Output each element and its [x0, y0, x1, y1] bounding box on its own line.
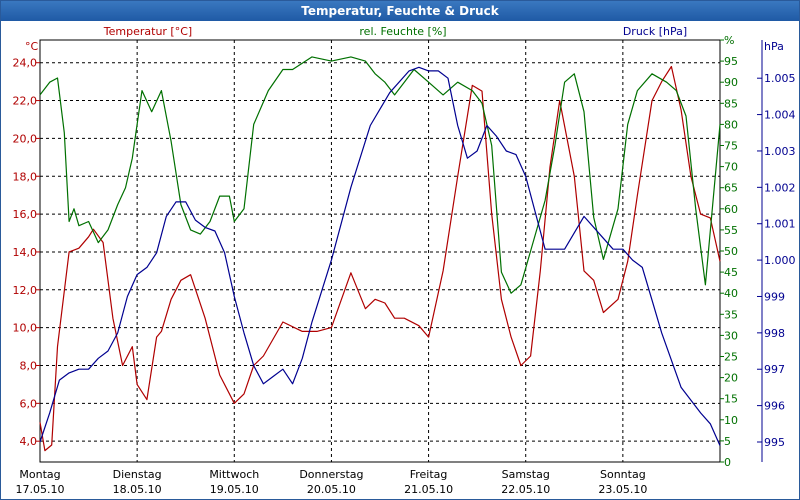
legend-temp: Temperatur [°C]: [103, 25, 192, 38]
hum-tick-label: 0: [724, 456, 731, 469]
hum-tick-label: 20: [724, 372, 738, 385]
hum-tick-label: 95: [724, 55, 738, 68]
press-tick-label: 1.001: [764, 218, 796, 231]
press-tick-label: 997: [764, 363, 785, 376]
temp-tick-label: 8,0: [20, 359, 38, 372]
hum-tick-label: 55: [724, 224, 738, 237]
hum-tick-label: 45: [724, 266, 738, 279]
press-tick-label: 1.000: [764, 254, 796, 267]
temp-tick-label: 6,0: [20, 397, 38, 410]
x-tick-date-label: 22.05.10: [501, 483, 550, 496]
hum-tick-label: 80: [724, 118, 738, 131]
x-tick-day-label: Dienstag: [113, 468, 162, 481]
hum-tick-label: 90: [724, 76, 738, 89]
temp-tick-label: 12,0: [13, 284, 38, 297]
press-tick-label: 1.004: [764, 109, 796, 122]
series-group: [39, 56, 721, 452]
x-tick-day-label: Samstag: [502, 468, 550, 481]
plot-area: [39, 39, 721, 463]
x-tick-day-label: Donnerstag: [299, 468, 363, 481]
hum-tick-label: 65: [724, 182, 738, 195]
hum-tick-label: 15: [724, 393, 738, 406]
press-tick-label: 1.003: [764, 145, 796, 158]
press-tick-label: 999: [764, 290, 785, 303]
hum-tick-label: 35: [724, 308, 738, 321]
x-tick-date-label: 21.05.10: [404, 483, 453, 496]
series-line-temp: [39, 65, 721, 452]
temp-unit: °C: [25, 40, 39, 53]
x-tick-day-label: Mittwoch: [209, 468, 259, 481]
hum-tick-label: 60: [724, 203, 738, 216]
hum-tick-label: 10: [724, 414, 738, 427]
series-line-press: [39, 66, 721, 446]
x-tick-day-label: Montag: [19, 468, 60, 481]
press-tick-label: 995: [764, 436, 785, 449]
legend-hum: rel. Feuchte [%]: [359, 25, 446, 38]
hum-tick-label: 50: [724, 245, 738, 258]
hum-tick-label: 25: [724, 351, 738, 364]
axis-ticks: Montag 17.05.10 Dienstag 18.05.10 Mittwoch 19…: [13, 34, 796, 496]
x-tick-date-label: 18.05.10: [113, 483, 162, 496]
temp-tick-label: 20,0: [13, 132, 38, 145]
x-tick-date-label: 23.05.10: [598, 483, 647, 496]
x-tick-day-label: Freitag: [410, 468, 448, 481]
press-tick-label: 996: [764, 400, 785, 413]
hum-tick-label: 70: [724, 161, 738, 174]
hum-tick-label: 5: [724, 435, 731, 448]
temp-tick-label: 4,0: [20, 435, 38, 448]
temp-tick-label: 18,0: [13, 170, 38, 183]
hum-tick-label: 30: [724, 329, 738, 342]
x-tick-date-label: 19.05.10: [210, 483, 259, 496]
temp-tick-label: 16,0: [13, 208, 38, 221]
hum-tick-label: 75: [724, 140, 738, 153]
window-title: Temperatur, Feuchte & Druck: [1, 1, 799, 21]
x-tick-day-label: Sonntag: [600, 468, 646, 481]
hum-tick-label: %: [724, 34, 734, 47]
press-tick-label: 998: [764, 327, 785, 340]
x-tick-date-label: 17.05.10: [16, 483, 65, 496]
press-tick-label: 1.002: [764, 181, 796, 194]
legend-press: Druck [hPa]: [623, 25, 687, 38]
temp-tick-label: 24,0: [13, 57, 38, 70]
series-line-hum: [39, 56, 721, 294]
press-unit: hPa: [764, 40, 784, 53]
hum-tick-label: 40: [724, 287, 738, 300]
x-tick-date-label: 20.05.10: [307, 483, 356, 496]
hum-tick-label: 85: [724, 97, 738, 110]
temp-tick-label: 14,0: [13, 246, 38, 259]
press-tick-label: 1.005: [764, 72, 796, 85]
grid: [40, 40, 720, 462]
temp-tick-label: 22,0: [13, 95, 38, 108]
temp-tick-label: 10,0: [13, 322, 38, 335]
